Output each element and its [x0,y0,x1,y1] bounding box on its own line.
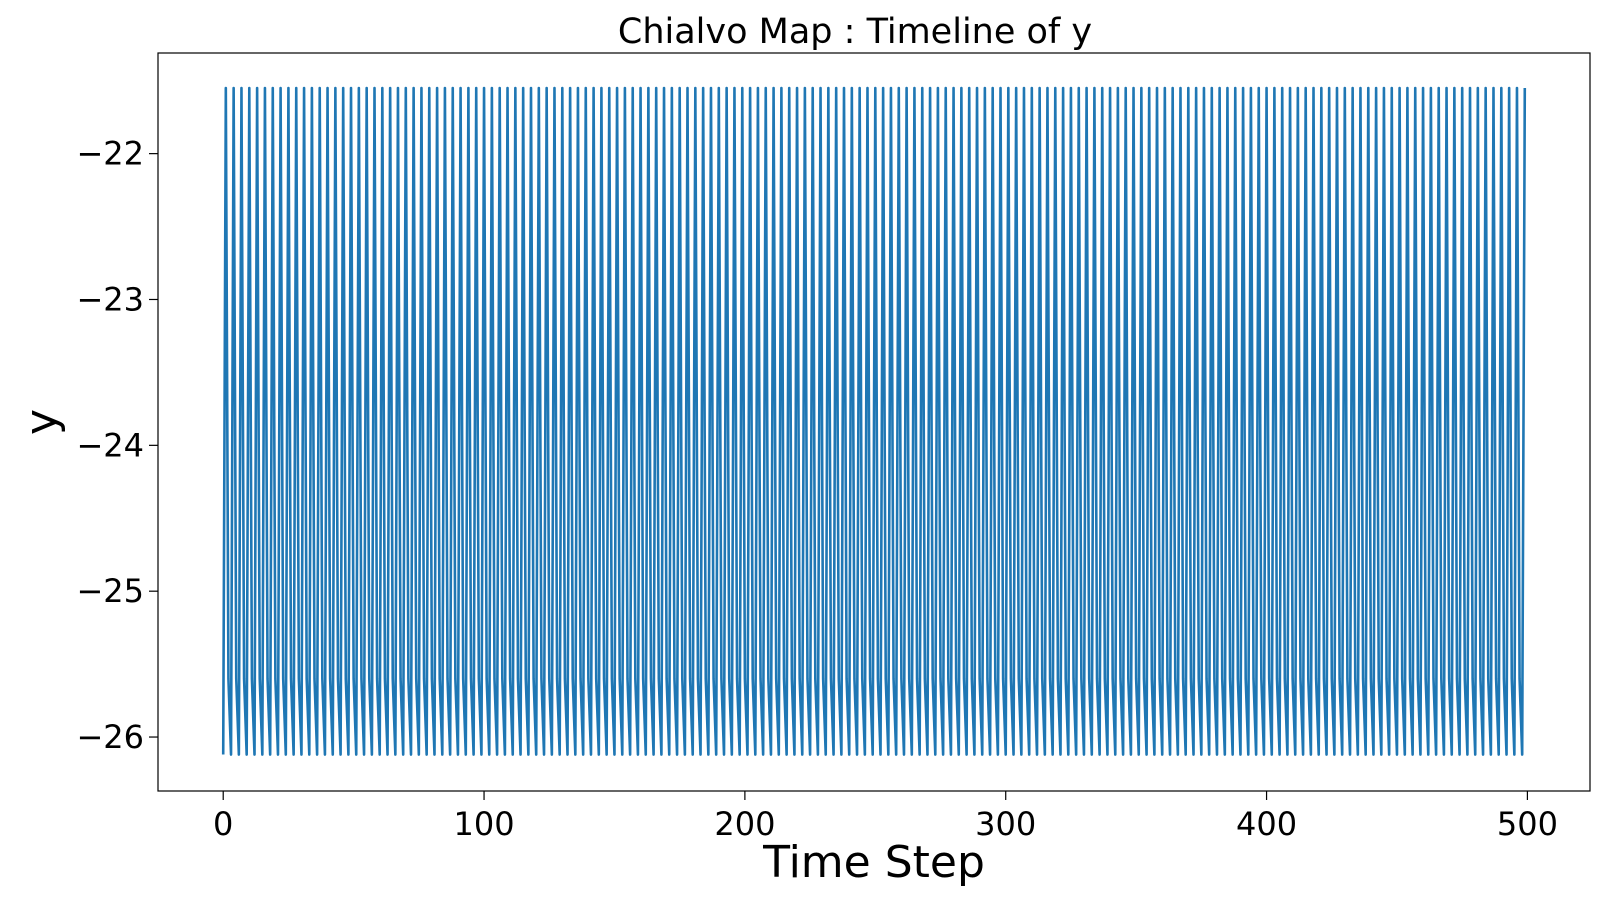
x-tick-label: 100 [454,805,515,843]
y-tick-label: −24 [76,426,144,464]
x-tick-label: 0 [213,805,233,843]
y-axis-label: y [16,409,67,435]
series-line-0 [221,86,1527,756]
x-tick-label: 400 [1236,805,1297,843]
x-axis-label: Time Step [762,837,985,888]
x-tick-label: 300 [975,805,1036,843]
x-tick-label: 500 [1497,805,1558,843]
x-tick-label: 200 [714,805,775,843]
chart-title: Chialvo Map : Timeline of y [618,12,1092,52]
y-tick-label: −22 [76,135,144,173]
y-tick-label: −25 [76,572,144,610]
y-tick-label: −26 [76,718,144,756]
y-tick-label: −23 [76,280,144,318]
plot-frame [157,52,1591,792]
